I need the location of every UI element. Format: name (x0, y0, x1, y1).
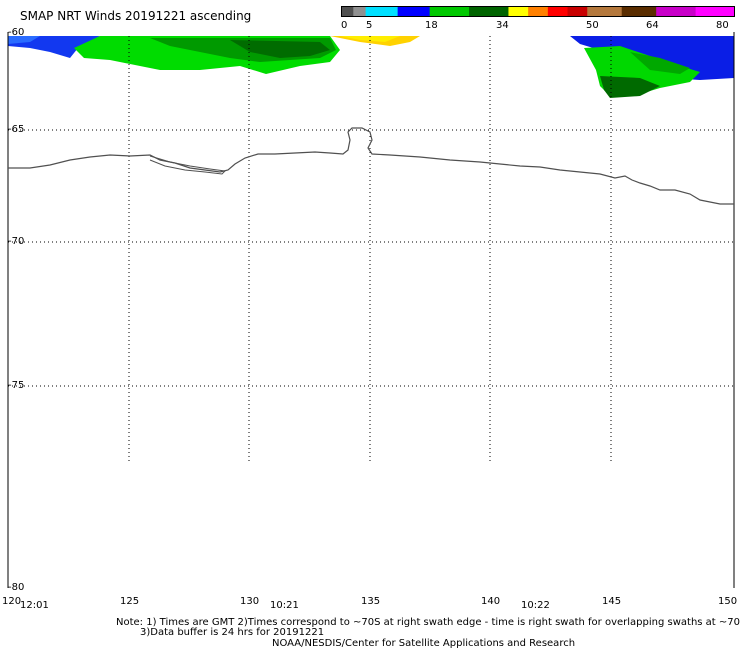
colorbar-segment-1-1 (397, 6, 431, 17)
note-line-3: NOAA/NESDIS/Center for Satellite Applica… (272, 638, 576, 649)
lon-label-140: 140 (481, 596, 501, 607)
lat-label-65: -65 (8, 124, 25, 135)
time-label-1021: 10:21 (270, 600, 299, 611)
note-line-2: 3)Data buffer is 24 hrs for 20191221 (140, 627, 325, 638)
lon-label-125: 125 (120, 596, 140, 607)
colorbar-segment-3-3 (567, 6, 588, 17)
lon-label-130: 130 (240, 596, 260, 607)
colorbar-label-50: 50 (586, 20, 599, 31)
lon-label-135: 135 (361, 596, 381, 607)
colorbar-segment-5-1 (695, 6, 735, 17)
colorbar-segment-5-0 (656, 6, 697, 17)
colorbar-segment-2-0 (429, 6, 470, 17)
coastline (8, 127, 734, 205)
colorbar-segment-2-1 (469, 6, 509, 17)
lon-label-150: 150 (718, 596, 738, 607)
colorbar-segment-4-1 (621, 6, 657, 17)
wind-swath-left (8, 36, 420, 74)
colorbar-label-5: 5 (366, 20, 373, 31)
colorbar-segment-0-1 (353, 6, 367, 17)
lat-label-70: -70 (8, 236, 25, 247)
map-frame (7, 32, 735, 588)
colorbar-label-80: 80 (716, 20, 729, 31)
coastline-shelf (149, 155, 227, 175)
wind-swath-right (570, 36, 734, 98)
colorbar-segment-3-0 (508, 6, 529, 17)
colorbar-label-64: 64 (646, 20, 659, 31)
colorbar-label-18: 18 (425, 20, 438, 31)
colorbar-label-34: 34 (496, 20, 509, 31)
lat-label-80: -80 (8, 582, 25, 593)
lat-label-75: -75 (8, 380, 25, 391)
colorbar-segment-1-0 (365, 6, 399, 17)
note-line-1: Note: 1) Times are GMT 2)Times correspon… (116, 617, 740, 628)
colorbar-segment-0-0 (341, 6, 354, 17)
graticule (8, 36, 734, 464)
lat-label-60: -60 (8, 27, 25, 38)
time-label-1201: 12:01 (20, 600, 49, 611)
lon-label-120: 120 (2, 596, 22, 607)
colorbar-segment-3-1 (528, 6, 549, 17)
time-label-1022: 10:22 (521, 600, 550, 611)
colorbar-label-0: 0 (341, 20, 348, 31)
colorbar-segment-3-2 (547, 6, 569, 17)
map-title: SMAP NRT Winds 20191221 ascending (20, 9, 252, 23)
colorbar (341, 6, 735, 17)
colorbar-segment-4-0 (587, 6, 623, 17)
lon-label-145: 145 (602, 596, 622, 607)
